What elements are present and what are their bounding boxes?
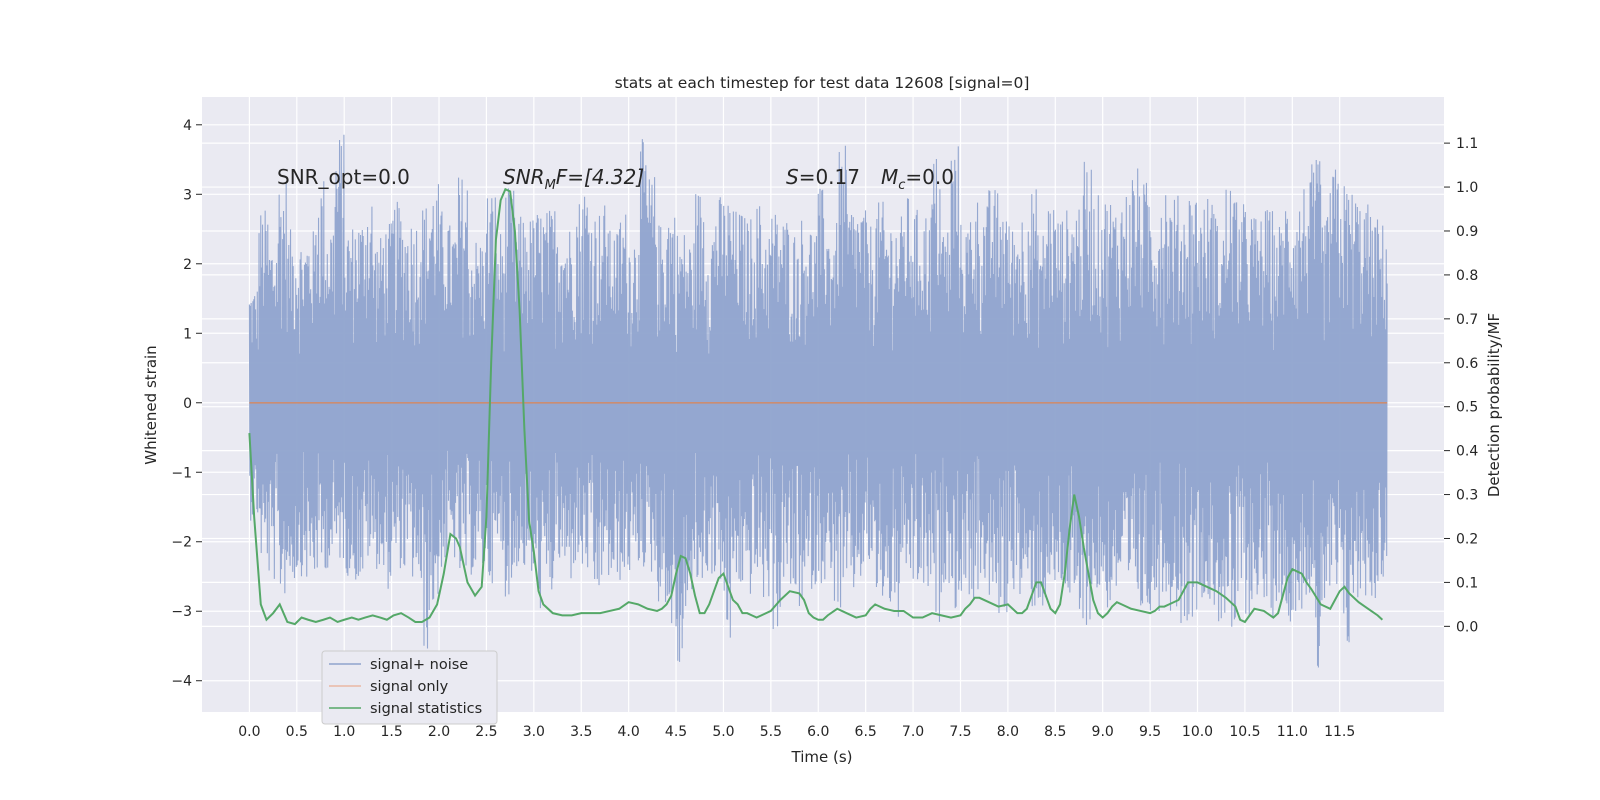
y2-tick-label: 1.0 (1456, 180, 1478, 196)
x-axis-label: Time (s) (791, 748, 853, 766)
y-tick-label: 4 (183, 118, 192, 134)
y-tick-label: −1 (171, 465, 192, 481)
y-tick-label: 1 (183, 326, 192, 342)
y2-tick-label: 0.8 (1456, 268, 1478, 284)
x-tick-label: 6.0 (807, 724, 829, 740)
legend-label-signal: signal only (370, 679, 449, 695)
x-tick-label: 8.0 (997, 724, 1019, 740)
annotation-snr-mf-rest: F=[4.32] (556, 165, 644, 189)
y2-tick-label: 0.0 (1456, 619, 1478, 635)
x-tick-label: 5.0 (712, 724, 734, 740)
annotation-snr-mf-sub: M (545, 178, 556, 193)
x-tick-label: 1.0 (333, 724, 355, 740)
y2-tick-label: 1.1 (1456, 136, 1478, 152)
signal-plus-noise-line (248, 134, 1388, 668)
y-axis-ticks: −4 −3 −2 −1 0 1 2 3 4 (171, 118, 202, 690)
annotation-mc-value: =0.0 (905, 165, 954, 189)
x-tick-label: 4.0 (618, 724, 640, 740)
x-tick-label: 0.0 (238, 724, 260, 740)
x-axis-ticks: 0.0 0.5 1.0 1.5 2.0 2.5 3.0 3.5 4.0 4.5 5.0 5.5 6.0 6… (238, 724, 1355, 740)
annotation-snr-mf-main: SNR (503, 165, 545, 189)
annotation-s-symbol: S (786, 165, 799, 189)
x-tick-label: 0.5 (286, 724, 308, 740)
x-tick-label: 7.5 (949, 724, 971, 740)
x-tick-label: 2.0 (428, 724, 450, 740)
legend: signal+ noise signal only signal statist… (321, 650, 498, 725)
x-tick-label: 2.5 (475, 724, 497, 740)
legend-box (321, 650, 498, 725)
y2-tick-label: 0.3 (1456, 488, 1478, 504)
annotation-mc: Mc=0.0 (881, 165, 954, 193)
x-tick-label: 7.0 (902, 724, 924, 740)
legend-label-noise: signal+ noise (370, 657, 468, 673)
annotation-mc-sub: c (898, 178, 905, 193)
y2-tick-label: 0.9 (1456, 224, 1478, 240)
y2-tick-label: 0.5 (1456, 400, 1478, 416)
x-tick-label: 5.5 (760, 724, 782, 740)
annotations: SNR_opt=0.0 SNRMF=[4.32] S=0.17 Mc=0.0 (277, 165, 954, 193)
x-tick-label: 10.0 (1182, 724, 1213, 740)
y2-axis-label: Detection probability/MF (1485, 313, 1503, 497)
x-tick-label: 1.5 (380, 724, 402, 740)
chart-title: stats at each timestep for test data 126… (615, 74, 1030, 92)
y2-tick-label: 0.7 (1456, 312, 1478, 328)
annotation-s: S=0.17 (786, 165, 860, 189)
x-tick-label: 4.5 (665, 724, 687, 740)
x-tick-label: 10.5 (1229, 724, 1260, 740)
y2-tick-label: 0.6 (1456, 356, 1478, 372)
y-axis-label: Whitened strain (142, 345, 160, 464)
annotation-s-value: =0.17 (799, 165, 860, 189)
y-tick-label: 2 (183, 257, 192, 273)
signal-plus-noise-series (248, 134, 1388, 668)
signal-statistics-line (248, 187, 1384, 626)
x-tick-label: 11.5 (1324, 724, 1355, 740)
y-tick-label: 3 (183, 187, 192, 203)
y2-tick-label: 0.2 (1456, 531, 1478, 547)
y-tick-label: −3 (171, 604, 192, 620)
y-tick-label: −4 (171, 674, 192, 690)
x-tick-label: 3.5 (570, 724, 592, 740)
x-tick-label: 9.5 (1139, 724, 1161, 740)
legend-label-statistics: signal statistics (370, 701, 482, 717)
annotation-snr-opt: SNR_opt=0.0 (277, 165, 410, 189)
x-tick-label: 8.5 (1044, 724, 1066, 740)
x-tick-label: 3.0 (523, 724, 545, 740)
y-tick-label: −2 (171, 535, 192, 551)
y2-tick-label: 0.4 (1456, 444, 1478, 460)
annotation-mc-main: M (881, 165, 898, 189)
x-tick-label: 9.0 (1092, 724, 1114, 740)
x-tick-label: 11.0 (1277, 724, 1308, 740)
y-tick-label: 0 (183, 396, 192, 412)
y2-axis-ticks: 0.0 0.1 0.2 0.3 0.4 0.5 0.6 0.7 0.8 0.9 1.0 1.1 (1444, 136, 1478, 635)
x-tick-label: 6.5 (855, 724, 877, 740)
annotation-snr-mf: SNRMF=[4.32] (503, 165, 644, 193)
y2-tick-label: 0.1 (1456, 575, 1478, 591)
signal-statistics-series (248, 187, 1384, 626)
